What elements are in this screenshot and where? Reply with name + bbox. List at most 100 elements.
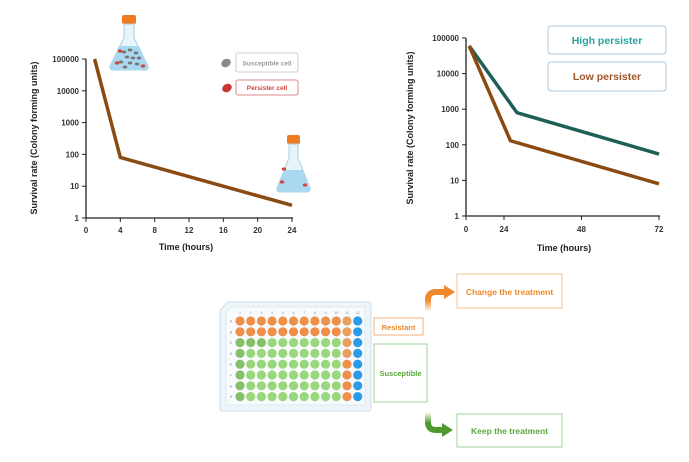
plate-well (331, 316, 341, 326)
x-tick-label: 0 (464, 225, 469, 234)
plate-well (235, 316, 245, 326)
plate-well (321, 392, 331, 402)
plate-well (299, 392, 309, 402)
plate-well (246, 370, 256, 380)
plate-well (321, 381, 331, 391)
plate-well (235, 359, 245, 369)
plate-well (331, 348, 341, 358)
plate-well (278, 338, 288, 348)
plate-well (321, 348, 331, 358)
plate-well (288, 370, 299, 380)
plate-well (246, 392, 256, 402)
plate-col-label: 12 (356, 311, 360, 315)
grey-cell-icon (221, 58, 231, 68)
plate-col-label: 9 (325, 311, 327, 315)
x-tick-label: 24 (288, 226, 297, 235)
y-tick-label: 1000 (61, 119, 79, 128)
series-line-low-persister (467, 45, 660, 186)
x-tick-label: 24 (500, 225, 509, 234)
plate-well (299, 316, 309, 326)
plate-well (310, 370, 320, 380)
x-tick-label: 4 (118, 226, 123, 235)
plate-well (353, 392, 363, 402)
x-tick-label: 48 (577, 225, 586, 234)
plate-well (278, 316, 288, 326)
plate-well (235, 370, 245, 380)
y-tick-label: 100 (446, 141, 460, 150)
plate-well (353, 348, 363, 358)
y-tick-label: 10 (450, 176, 459, 185)
y-tick-label: 1000 (441, 105, 459, 114)
red-cell-icon (222, 83, 232, 93)
plate-well (342, 381, 352, 391)
legend-persister-label: Persister cell (247, 85, 288, 92)
plate-well (235, 381, 245, 391)
plate-well (267, 392, 277, 402)
plate-well (278, 348, 288, 358)
legend-persister-box (235, 79, 299, 96)
y-tick-label: 100000 (52, 55, 79, 64)
y-axis-label: Survival rate (Colony forming units) (405, 51, 415, 204)
legend-low-box (547, 61, 667, 92)
plate-row-label: G (230, 384, 233, 388)
plate-col-label: 6 (293, 311, 295, 315)
plate-well (342, 327, 352, 337)
plate-well (256, 359, 266, 369)
plate-well (331, 370, 341, 380)
series-line-survival (92, 58, 293, 208)
plate-well (246, 348, 256, 358)
plate-col-label: 10 (334, 311, 338, 315)
plate-well (310, 338, 320, 348)
legend-high-label: High persister (572, 35, 643, 47)
plate-col-label: 2 (250, 311, 252, 315)
plate-well (342, 338, 352, 348)
plate-well (310, 392, 320, 402)
plate-well (235, 338, 245, 348)
plate-well (288, 381, 299, 391)
plate-row-label: F (230, 374, 232, 378)
plate-well (321, 338, 331, 348)
plate-well (256, 381, 266, 391)
plate-well (310, 381, 320, 391)
legend-low-label: Low persister (573, 71, 641, 83)
keep-treatment-label: Keep the treatment (471, 426, 548, 436)
y-tick-label: 100000 (432, 34, 459, 43)
y-axis-label: Survival rate (Colony forming units) (29, 61, 39, 214)
plate-well (342, 370, 352, 380)
plate-well (246, 338, 256, 348)
plate-well (256, 392, 266, 402)
plate-row-label: B (230, 330, 233, 334)
plate-well (267, 348, 277, 358)
plate-well (278, 359, 288, 369)
plate-col-label: 5 (282, 311, 284, 315)
x-tick-label: 8 (152, 226, 157, 235)
plate-well (267, 327, 277, 337)
plate-col-label: 7 (303, 311, 305, 315)
y-tick-label: 100 (66, 150, 80, 159)
x-tick-label: 16 (219, 226, 228, 235)
y-tick-label: 10000 (437, 70, 460, 79)
plate-well (299, 381, 309, 391)
plate-well (278, 327, 288, 337)
plate-well (299, 338, 309, 348)
plate-well (256, 327, 266, 337)
chart-survival-72h: 1 10 100 1000 10000 100000 0 24 48 72 Time (hours… (405, 25, 667, 253)
plate-well (310, 359, 320, 369)
plate-well (246, 327, 256, 337)
resistant-label: Resistant (382, 323, 416, 332)
flask-full-icon (109, 15, 149, 71)
plate-well (310, 327, 320, 337)
x-axis-label: Time (hours) (159, 242, 213, 252)
plate-well (342, 316, 352, 326)
resistant-box (373, 317, 424, 336)
plate-well (299, 359, 309, 369)
plate-well (256, 316, 266, 326)
x-tick-label: 72 (655, 225, 664, 234)
plate-well (342, 392, 352, 402)
x-tick-label: 0 (84, 226, 89, 235)
plate-well (331, 327, 341, 337)
plate-well (288, 392, 299, 402)
plate-well (288, 327, 299, 337)
plate-well (288, 348, 299, 358)
